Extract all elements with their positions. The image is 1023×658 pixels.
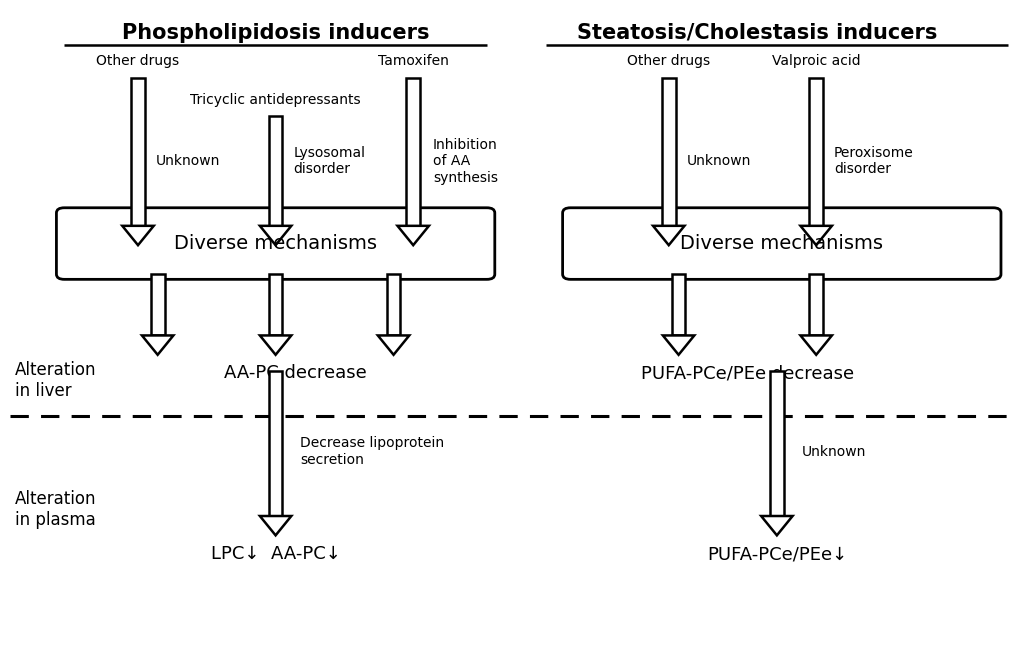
Polygon shape	[406, 78, 420, 226]
Polygon shape	[387, 274, 400, 336]
Polygon shape	[260, 336, 292, 355]
Text: Other drugs: Other drugs	[627, 54, 710, 68]
Polygon shape	[377, 336, 409, 355]
Polygon shape	[142, 336, 173, 355]
Polygon shape	[663, 336, 695, 355]
Text: Tamoxifen: Tamoxifen	[377, 54, 449, 68]
Text: AA-PC decrease: AA-PC decrease	[224, 365, 366, 382]
Polygon shape	[269, 274, 282, 336]
Polygon shape	[269, 371, 282, 516]
Polygon shape	[662, 78, 675, 226]
Text: PUFA-PCe/PEe↓: PUFA-PCe/PEe↓	[707, 545, 847, 563]
Text: Decrease lipoprotein
secretion: Decrease lipoprotein secretion	[300, 436, 444, 467]
Text: Diverse mechanisms: Diverse mechanisms	[174, 234, 377, 253]
Polygon shape	[800, 226, 832, 245]
Polygon shape	[761, 516, 793, 536]
Polygon shape	[800, 336, 832, 355]
Polygon shape	[770, 371, 784, 516]
Polygon shape	[672, 274, 685, 336]
FancyBboxPatch shape	[56, 208, 495, 280]
Text: PUFA-PCe/PEe decrease: PUFA-PCe/PEe decrease	[640, 365, 854, 382]
Text: Unknown: Unknown	[801, 445, 865, 459]
Text: Lysosomal
disorder: Lysosomal disorder	[294, 146, 365, 176]
Polygon shape	[269, 116, 282, 226]
Polygon shape	[809, 78, 824, 226]
Text: Tricyclic antidepressants: Tricyclic antidepressants	[190, 93, 361, 107]
Text: Diverse mechanisms: Diverse mechanisms	[680, 234, 883, 253]
Text: Alteration
in liver: Alteration in liver	[15, 361, 96, 400]
Polygon shape	[260, 516, 292, 536]
Text: Steatosis/Cholestasis inducers: Steatosis/Cholestasis inducers	[577, 23, 937, 43]
Text: Phospholipidosis inducers: Phospholipidosis inducers	[122, 23, 430, 43]
Text: Other drugs: Other drugs	[96, 54, 180, 68]
Text: Valproic acid: Valproic acid	[772, 54, 860, 68]
Text: Unknown: Unknown	[155, 155, 220, 168]
Polygon shape	[123, 226, 153, 245]
Text: LPC↓  AA-PC↓: LPC↓ AA-PC↓	[211, 545, 341, 563]
Text: Unknown: Unknown	[686, 155, 751, 168]
Polygon shape	[131, 78, 145, 226]
Text: Peroxisome
disorder: Peroxisome disorder	[834, 146, 914, 176]
Polygon shape	[398, 226, 429, 245]
Polygon shape	[260, 226, 292, 245]
Polygon shape	[809, 274, 824, 336]
FancyBboxPatch shape	[563, 208, 1000, 280]
Polygon shape	[150, 274, 165, 336]
Text: Inhibition
of AA
synthesis: Inhibition of AA synthesis	[433, 138, 498, 184]
Text: Alteration
in plasma: Alteration in plasma	[15, 490, 96, 529]
Polygon shape	[653, 226, 684, 245]
